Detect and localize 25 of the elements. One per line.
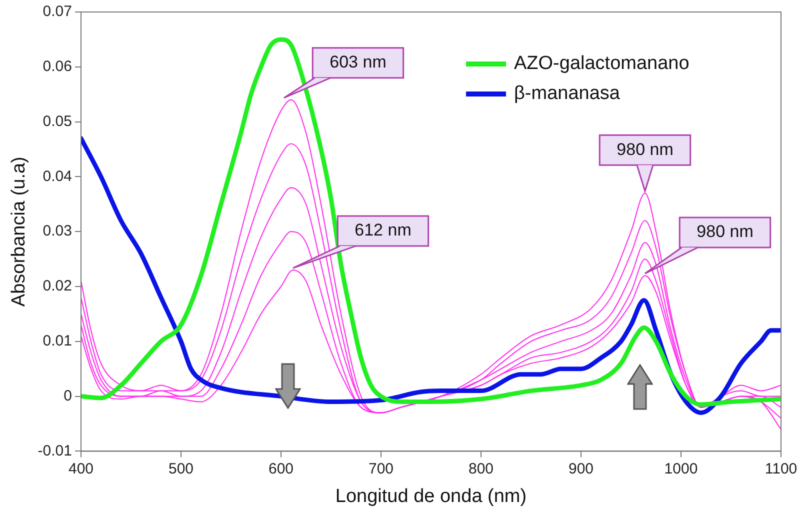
annotation: 980 nm xyxy=(696,222,754,242)
annotation: 603 nm xyxy=(330,52,386,72)
x-tick-label: 800 xyxy=(468,460,494,478)
y-tick-label: 0 xyxy=(64,387,72,404)
y-tick-label: 0.07 xyxy=(42,3,72,20)
y-tick-label: 0.03 xyxy=(42,222,72,240)
x-tick-label: 1100 xyxy=(764,460,798,478)
annotation: 612 nm xyxy=(354,220,412,240)
x-tick-label: 1000 xyxy=(664,460,698,478)
y-tick-label: 0.01 xyxy=(42,332,72,350)
legend-label: AZO-galactomanano xyxy=(514,53,690,74)
x-tick-label: 400 xyxy=(68,460,94,478)
x-tick-label: 600 xyxy=(268,460,294,478)
x-axis-title: Longitud de onda (nm) xyxy=(335,486,527,507)
legend-label: β-mananasa xyxy=(514,83,620,104)
y-tick-label: 0.05 xyxy=(42,112,72,130)
x-tick-label: 700 xyxy=(368,460,394,478)
x-tick-label: 500 xyxy=(168,460,194,478)
x-tick-label: 900 xyxy=(568,460,594,478)
y-tick-label: -0.01 xyxy=(38,442,72,460)
y-tick-label: 0.02 xyxy=(42,278,72,295)
y-tick-label: 0.06 xyxy=(42,58,72,76)
y-tick-label: 0.04 xyxy=(42,168,72,185)
y-axis-title: Absorbancia (u.a) xyxy=(8,156,30,307)
annotation: 980 nm xyxy=(616,140,674,159)
